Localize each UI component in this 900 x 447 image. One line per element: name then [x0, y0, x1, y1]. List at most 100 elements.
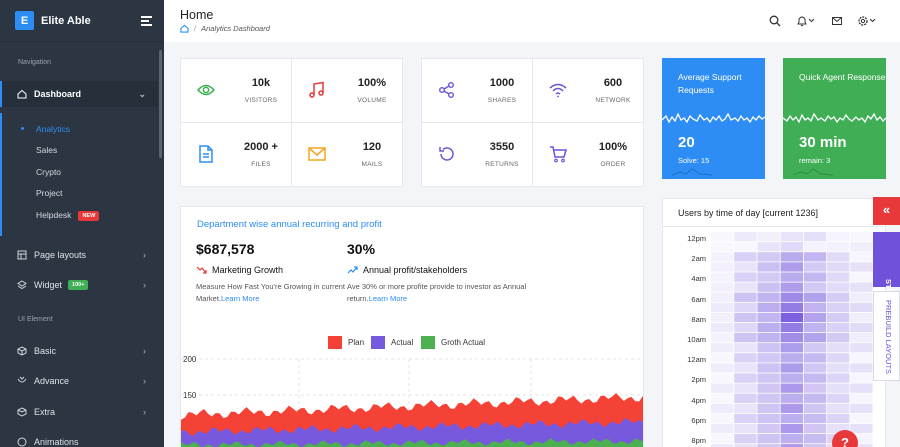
gear-icon[interactable]	[857, 14, 879, 27]
submenu-project[interactable]: Project	[36, 188, 63, 198]
tile-sparkline	[662, 112, 765, 124]
brand[interactable]: E Elite Able	[0, 0, 164, 42]
stat-label: MAILS	[361, 161, 383, 168]
legend-groth-actual[interactable]: Groth Actual	[421, 336, 485, 349]
bell-icon[interactable]	[796, 14, 818, 27]
heatmap-cell	[803, 333, 827, 343]
heatmap-cell	[734, 413, 757, 424]
heatmap-cell	[780, 393, 803, 403]
sidebar-item-dashboard[interactable]: Dashboard ⌄	[0, 81, 158, 107]
heatmap-cell	[850, 312, 873, 323]
sidebar-item-page-layouts[interactable]: Page layouts ›	[0, 242, 158, 268]
heatmap-cell	[780, 333, 803, 343]
legend-actual[interactable]: Actual	[371, 336, 413, 349]
heatmap-cell	[757, 434, 780, 444]
stat-order: 100% ORDER	[533, 123, 644, 187]
heatmap-cell	[827, 383, 850, 393]
search-icon[interactable]	[769, 14, 782, 27]
heatmap-cell	[780, 423, 803, 434]
sidebar-scrollbar[interactable]	[159, 50, 162, 158]
heatmap-cell	[780, 363, 803, 373]
legend-plan[interactable]: Plan	[328, 336, 364, 349]
submenu-helpdesk[interactable]: Helpdesk NEW	[36, 210, 100, 221]
home-icon[interactable]	[180, 24, 189, 33]
tile-mini-wave	[793, 168, 833, 176]
sidebar-item-label: Dashboard	[34, 89, 82, 99]
legend-swatch	[371, 336, 385, 349]
learn-more-link[interactable]: Learn More	[368, 294, 408, 303]
heatmap-cell	[780, 252, 803, 262]
kpi-desc-text: Ave 30% or more profite provide to inves…	[347, 282, 527, 303]
chevron-right-icon: ›	[143, 280, 146, 290]
help-button[interactable]: ?	[832, 430, 858, 447]
heatmap-cell	[850, 322, 873, 333]
heatmap-cell	[734, 282, 757, 292]
heatmap-cell	[850, 272, 873, 282]
heatmap-cell	[850, 333, 873, 343]
heatmap-cell	[827, 353, 850, 363]
heatmap-cell	[803, 282, 827, 292]
sidebar-item-basic[interactable]: Basic ›	[0, 338, 158, 364]
styler-tab[interactable]: STYLER	[873, 232, 900, 309]
heatmap-cell	[711, 383, 734, 393]
tile-sub: remain: 3	[799, 156, 831, 165]
legend-swatch	[328, 336, 342, 349]
prebuild-layouts-tab[interactable]: PREBUILD LAYOUTS	[873, 291, 900, 381]
tile-title: Average Support Requests	[678, 72, 742, 95]
count-badge: 100+	[68, 280, 89, 290]
heatmap-cell	[757, 242, 780, 252]
chevron-right-icon: ›	[143, 376, 146, 386]
heatmap-row-label: 10am	[687, 335, 706, 344]
heatmap-cell	[711, 393, 734, 403]
breadcrumb-separator: /	[194, 24, 197, 33]
legend-label: Actual	[391, 338, 414, 347]
tile-value: 30 min	[799, 134, 847, 151]
sidebar-item-advance[interactable]: Advance ›	[0, 368, 158, 394]
heatmap-cell	[780, 403, 803, 413]
heatmap-grid	[711, 232, 873, 447]
sidebar-item-widget[interactable]: Widget 100+ ›	[0, 272, 158, 298]
heatmap-cell	[803, 423, 827, 434]
heatmap-cell	[780, 232, 803, 242]
chevron-down-icon: ⌄	[138, 88, 146, 99]
heatmap-cell	[850, 413, 873, 424]
breadcrumb-current[interactable]: Analytics Dashboard	[201, 24, 270, 33]
collapse-panel-button[interactable]: «	[873, 197, 900, 225]
sidebar-item-extra[interactable]: Extra ›	[0, 399, 158, 425]
sidebar-caption-navigation: Navigation	[18, 59, 52, 66]
submenu-crypto[interactable]: Crypto	[36, 167, 62, 177]
heatmap-cell	[803, 252, 827, 262]
heatmap-cell	[803, 403, 827, 413]
heatmap-cell	[850, 403, 873, 413]
stat-files: 2000 + FILES	[181, 123, 292, 187]
sidebar-item-label: Extra	[34, 407, 56, 417]
heatmap-cell	[734, 423, 757, 434]
heatmap-cell	[711, 272, 734, 282]
heatmap-cell	[711, 343, 734, 353]
heatmap-cell	[734, 292, 757, 302]
submenu-sales[interactable]: Sales	[36, 145, 58, 155]
heatmap-cell	[850, 232, 873, 242]
heatmap-cell	[803, 292, 827, 302]
heatmap-cell	[711, 292, 734, 302]
heatmap-cell	[803, 413, 827, 424]
heatmap-cell	[711, 322, 734, 333]
mail-icon[interactable]	[831, 14, 844, 27]
heatmap-cell	[827, 312, 850, 323]
heatmap-cell	[734, 353, 757, 363]
kpi-label-text: Marketing Growth	[212, 265, 284, 275]
heatmap-cell	[803, 343, 827, 353]
heatmap-cell	[757, 292, 780, 302]
sidebar-item-animations[interactable]: Animations	[0, 429, 158, 447]
card-title: Users by time of day [current 1236]	[678, 208, 819, 218]
heatmap-cell	[803, 383, 827, 393]
heatmap-cell	[827, 232, 850, 242]
tile-title: Quick Agent Response	[799, 72, 886, 82]
divider	[181, 122, 402, 123]
heatmap-cell	[757, 363, 780, 373]
submenu-analytics[interactable]: Analytics	[36, 124, 71, 134]
heatmap-cell	[780, 242, 803, 252]
learn-more-link[interactable]: Learn More	[221, 294, 260, 303]
stat-label: VISITORS	[244, 97, 278, 104]
hamburger-icon[interactable]	[141, 16, 152, 28]
